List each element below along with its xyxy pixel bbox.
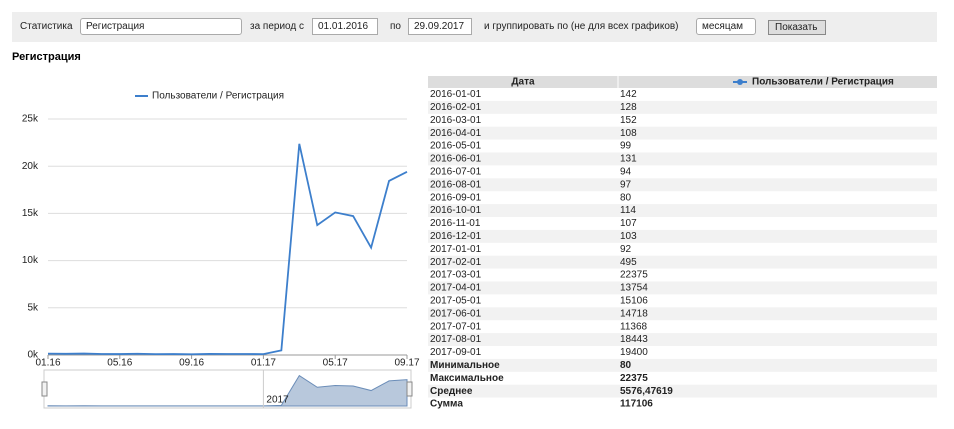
value-cell: 142 [620,89,637,100]
row-bg [428,333,937,346]
date-cell: 2017-04-01 [430,283,482,294]
from-label: за период с [250,21,305,32]
date-cell: 2016-11-01 [430,218,481,229]
row-bg [428,255,937,269]
summary-value: 5576,47619 [620,386,673,397]
x-tick-label: 09.17 [394,358,419,369]
y-tick-label: 5k [27,302,39,313]
value-cell: 152 [620,115,637,126]
value-cell: 107 [620,218,637,229]
date-cell: 2016-03-01 [430,115,482,126]
row-bg [428,152,937,166]
value-cell: 108 [620,128,637,139]
summary-label: Минимальное [430,360,500,371]
date-cell: 2017-06-01 [430,308,482,319]
value-cell: 80 [620,192,632,203]
x-tick-label: 01.17 [251,358,276,369]
navigator-handle [406,381,413,397]
row-bg [428,358,937,372]
table-header: Пользователи / Регистрация [752,77,894,88]
date-cell: 2016-01-01 [430,89,482,100]
y-tick-label: 20k [22,161,39,172]
date-cell: 2016-08-01 [430,179,482,190]
summary-value: 117106 [620,399,653,410]
value-cell: 92 [620,244,632,255]
navigator-area [47,374,408,407]
x-tick-label: 05.16 [107,358,132,369]
value-cell: 11368 [620,321,648,332]
row-bg [428,126,937,140]
value-cell: 99 [620,141,632,152]
summary-label: Максимальное [430,373,504,384]
table-header-bg [428,76,937,88]
navigator-label: 2017 [266,395,289,406]
date-cell: 2017-07-01 [430,321,482,332]
group-label: и группировать по (не для всех графиков) [484,21,679,32]
to-label: по [390,21,401,32]
summary-label: Среднее [430,386,473,397]
value-cell: 128 [620,102,637,113]
stat-select[interactable]: Регистрация [80,18,242,35]
value-cell: 97 [620,179,632,190]
row-bg [428,204,937,217]
date-cell: 2017-03-01 [430,270,482,281]
value-cell: 18443 [620,334,648,345]
date-cell: 2017-01-01 [430,244,482,255]
date-cell: 2016-04-01 [430,128,482,139]
date-cell: 2017-05-01 [430,295,482,306]
summary-value: 80 [620,360,632,371]
value-cell: 495 [620,257,637,268]
group-select[interactable]: месяцам [696,18,756,35]
value-cell: 14718 [620,308,648,319]
table-header: Дата [511,77,535,88]
y-tick-label: 10k [22,255,39,266]
value-cell: 22375 [620,270,648,281]
x-tick-label: 05.17 [323,358,348,369]
date-cell: 2017-02-01 [430,257,482,268]
date-cell: 2016-09-01 [430,192,482,203]
x-tick-label: 01.16 [35,358,60,369]
summary-value: 22375 [620,373,648,384]
value-cell: 19400 [620,347,648,358]
to-input[interactable]: 29.09.2017 [408,18,472,35]
header-legend-dot [737,79,743,85]
row-bg [428,307,937,321]
row-bg [428,281,937,295]
value-cell: 15106 [620,295,648,306]
toolbar: Статистика Регистрация за период с 01.01… [12,12,937,42]
from-input[interactable]: 01.01.2016 [312,18,378,35]
y-tick-label: 15k [22,208,39,219]
show-button[interactable]: Показать [768,20,826,35]
date-cell: 2016-12-01 [430,231,482,242]
date-cell: 2017-09-01 [430,347,482,358]
date-cell: 2016-02-01 [430,102,482,113]
label: Статистика [20,21,73,32]
y-tick-label: 25k [22,114,39,125]
value-cell: 103 [620,231,637,242]
date-cell: 2016-10-01 [430,205,482,216]
row-bg [428,100,937,114]
row-bg [428,178,937,192]
x-tick-label: 09.16 [179,358,204,369]
value-cell: 13754 [620,283,648,294]
legend-label: Пользователи / Регистрация [152,91,284,102]
date-cell: 2016-06-01 [430,154,482,165]
heading: Регистрация [12,51,81,63]
summary-label: Сумма [430,399,463,410]
date-cell: 2016-07-01 [430,166,482,177]
line [47,143,408,356]
navigator-handle [41,381,48,397]
value-cell: 131 [620,154,637,165]
row-bg [428,229,937,243]
value-cell: 94 [620,166,632,177]
value-cell: 114 [620,205,636,216]
date-cell: 2017-08-01 [430,334,482,345]
date-cell: 2016-05-01 [430,141,482,152]
y-tick-label: 0k [27,350,39,361]
row-bg [428,384,937,398]
